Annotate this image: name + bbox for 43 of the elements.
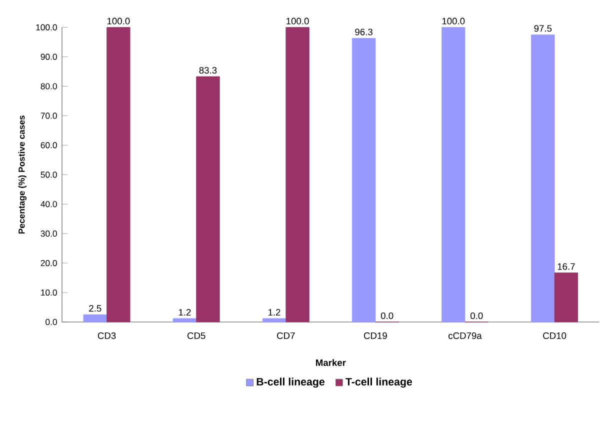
data-label: 16.7	[558, 263, 575, 270]
y-axis-title: Pecentage (%) Postive cases	[18, 116, 26, 234]
x-tick-label: CD3	[98, 332, 116, 339]
data-label: 100.0	[107, 18, 130, 24]
data-label: 2.5	[89, 305, 102, 312]
y-tick-label: 10.0	[41, 289, 57, 296]
x-tick-label: CD5	[187, 332, 206, 339]
y-tick-label: 0.0	[46, 318, 57, 326]
y-tick-label: 30.0	[40, 230, 57, 237]
legend-label: B-cell lineage	[256, 378, 325, 388]
data-label: 97.5	[534, 25, 552, 32]
x-axis-title: Marker	[316, 359, 346, 366]
bar	[352, 38, 376, 322]
y-tick-label: 40.0	[40, 201, 57, 208]
bar	[196, 76, 220, 322]
x-tick-label: CD19	[364, 332, 387, 339]
bar	[172, 318, 197, 322]
y-tick-label: 90.0	[40, 54, 57, 60]
y-tick-label: 50.0	[40, 172, 57, 178]
data-label: 0.0	[380, 312, 394, 320]
bar	[554, 272, 578, 322]
data-label: 83.3	[199, 67, 217, 74]
y-tick-label: 20.0	[40, 260, 57, 266]
bar	[106, 27, 130, 322]
x-tick-label: CD7	[277, 332, 295, 339]
data-label: 1.2	[178, 309, 191, 316]
data-label: 96.3	[355, 28, 372, 36]
data-label: 0.0	[470, 312, 483, 320]
legend-label: T-cell lineage	[346, 378, 412, 388]
bar	[531, 34, 555, 322]
data-label: 1.2	[268, 309, 280, 316]
bar	[83, 314, 107, 322]
data-label: 100.0	[442, 18, 465, 24]
y-tick-label: 60.0	[40, 142, 57, 148]
data-label: 100.0	[286, 18, 309, 24]
bar	[262, 318, 286, 322]
x-tick-label: cCD79a	[448, 332, 482, 339]
y-tick-label: 80.0	[40, 83, 57, 90]
x-tick-label: CD10	[543, 332, 566, 339]
y-tick-label: 100.0	[36, 24, 57, 30]
bar	[442, 27, 466, 322]
y-tick-label: 70.0	[40, 112, 57, 119]
bar	[286, 27, 310, 322]
